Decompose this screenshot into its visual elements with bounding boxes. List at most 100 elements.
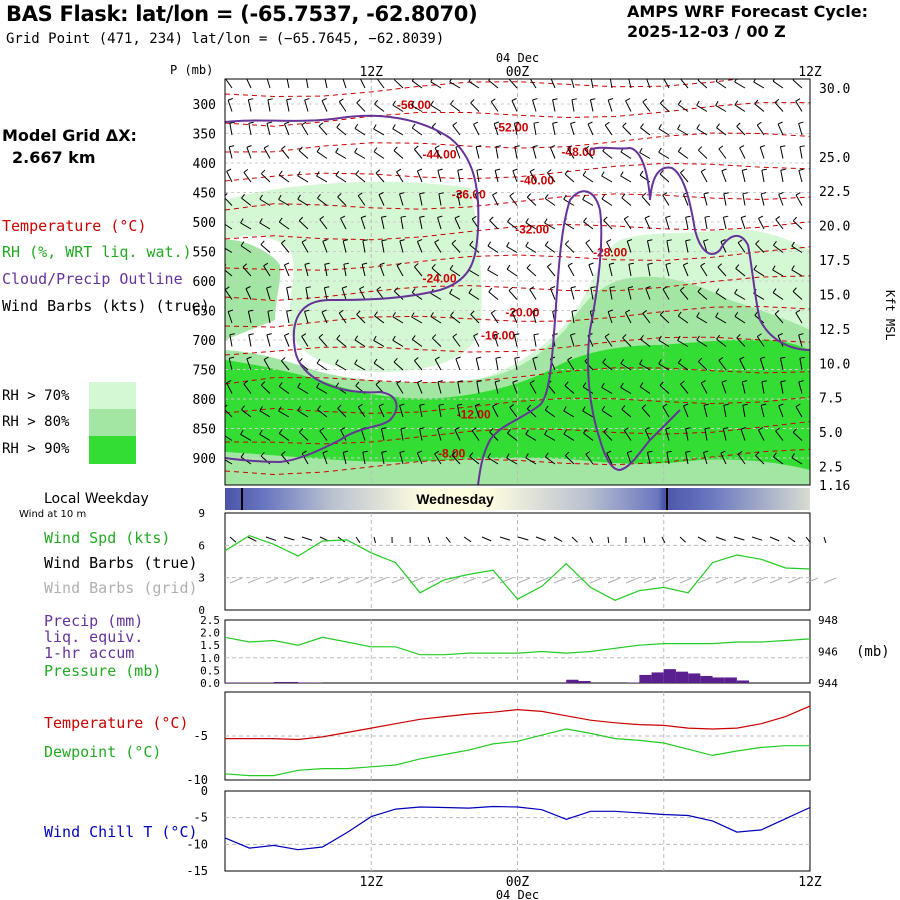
wind-barb	[759, 146, 765, 159]
wind-barb	[506, 246, 518, 253]
wind-barb	[658, 151, 670, 159]
wind-barb	[778, 405, 784, 418]
wind-barb-flag	[792, 428, 797, 433]
wind-barb	[493, 334, 499, 347]
wind-barb	[419, 217, 423, 230]
wind-barb	[487, 269, 499, 277]
wind-barb-flag	[284, 333, 290, 336]
wind-barb	[602, 150, 613, 159]
temperature-tick: -5	[194, 729, 208, 743]
wind-barb-flag	[304, 309, 310, 312]
legend-temperature: Temperature (°C)	[2, 217, 147, 235]
wind-barb	[775, 219, 784, 230]
wind-barb	[229, 123, 233, 136]
pressure-label: Pressure (mb)	[44, 662, 162, 680]
wind-barb-flag	[565, 451, 570, 456]
temperature-contour	[225, 193, 810, 211]
temperature-contour	[225, 448, 810, 476]
wind-barb	[795, 312, 803, 324]
wind-barb	[227, 99, 233, 112]
precip-bar	[298, 682, 311, 683]
wind-barb	[567, 148, 575, 159]
wind-barb	[431, 267, 442, 277]
wind-barb-flag	[773, 240, 777, 246]
wind-barb-flag	[621, 193, 626, 199]
wind-barb-true	[769, 536, 780, 542]
wind-barb-flag	[532, 98, 538, 101]
wind-speed-line	[224, 534, 811, 601]
wind-barb-flag	[627, 450, 633, 454]
wind-barb	[298, 431, 309, 441]
wind-barb	[780, 381, 784, 394]
wind-barb	[662, 288, 670, 300]
wind-barb-flag	[324, 286, 330, 289]
wind-barb-flag	[662, 403, 668, 408]
wind-barb	[416, 241, 423, 253]
wind-barb	[644, 429, 651, 441]
wind-barb-flag	[645, 286, 651, 289]
wind-barb-true	[679, 536, 686, 543]
wind-barb	[609, 287, 613, 300]
wind-barb-flag	[452, 122, 458, 126]
wind-barb	[737, 242, 746, 253]
wind-barb	[297, 175, 309, 183]
wind-barb-flag	[792, 287, 797, 292]
wind-barb	[266, 287, 271, 300]
wind-barb-flag	[665, 262, 671, 265]
wind-barb	[297, 386, 309, 394]
wind-barb	[723, 405, 727, 418]
wind-barb-flag	[373, 147, 378, 153]
wind-barb-flag	[355, 381, 360, 387]
wind-barb-flag	[356, 310, 361, 315]
wind-barb	[495, 146, 499, 159]
wind-barb-flag	[488, 287, 493, 293]
wind-barb	[455, 358, 461, 371]
wind-barb	[798, 334, 803, 347]
wind-barb-true	[535, 536, 546, 542]
wind-barb	[628, 79, 632, 89]
wind-barb-flag	[399, 403, 405, 406]
wind-barb	[414, 360, 423, 371]
wind-barb-flag	[571, 98, 577, 101]
wind-barb	[606, 241, 613, 253]
wind-barb-flag	[685, 427, 691, 430]
wind-barb-flag	[698, 357, 703, 362]
wind-barb-flag	[260, 240, 265, 245]
wind-barb-flag	[373, 358, 378, 364]
wind-barb-flag	[760, 145, 766, 148]
wind-barb-flag	[417, 239, 423, 242]
wind-barb	[450, 103, 461, 112]
temperature-contour	[225, 367, 810, 385]
wind-barb	[758, 218, 765, 230]
wind-barb	[454, 429, 461, 441]
wind-barb-flag	[641, 192, 647, 197]
rh90-label: RH > 90%	[2, 441, 70, 457]
wind-barb	[286, 311, 290, 324]
temperature-contour	[225, 102, 810, 127]
pressure-tick-label: 900	[193, 452, 216, 467]
wind-barb	[354, 339, 366, 347]
wind-barb	[772, 292, 784, 300]
wind-barb	[225, 435, 233, 441]
wind-barb	[740, 428, 746, 441]
wind-barb	[780, 170, 784, 183]
wind-barb	[658, 363, 670, 371]
precip-bar	[225, 682, 238, 683]
wind-barb	[550, 79, 556, 89]
wind-barb-true	[265, 536, 277, 541]
wind-barb	[316, 175, 328, 183]
wind-barb-flag	[245, 286, 251, 290]
wind-barb	[342, 452, 347, 465]
wind-barb	[799, 358, 803, 371]
wind-barb-flag	[278, 429, 283, 434]
wind-barb-flag	[563, 406, 567, 412]
wind-barb	[658, 128, 670, 136]
wind-barb-flag	[281, 451, 286, 456]
wind-barb	[606, 453, 613, 465]
wind-barb	[343, 264, 347, 277]
wind-barb-flag	[715, 100, 719, 106]
wind-barb	[526, 267, 537, 277]
wind-barb	[378, 194, 385, 206]
height-tick-label: 10.0	[819, 357, 850, 372]
wind-barb-flag	[529, 168, 535, 172]
